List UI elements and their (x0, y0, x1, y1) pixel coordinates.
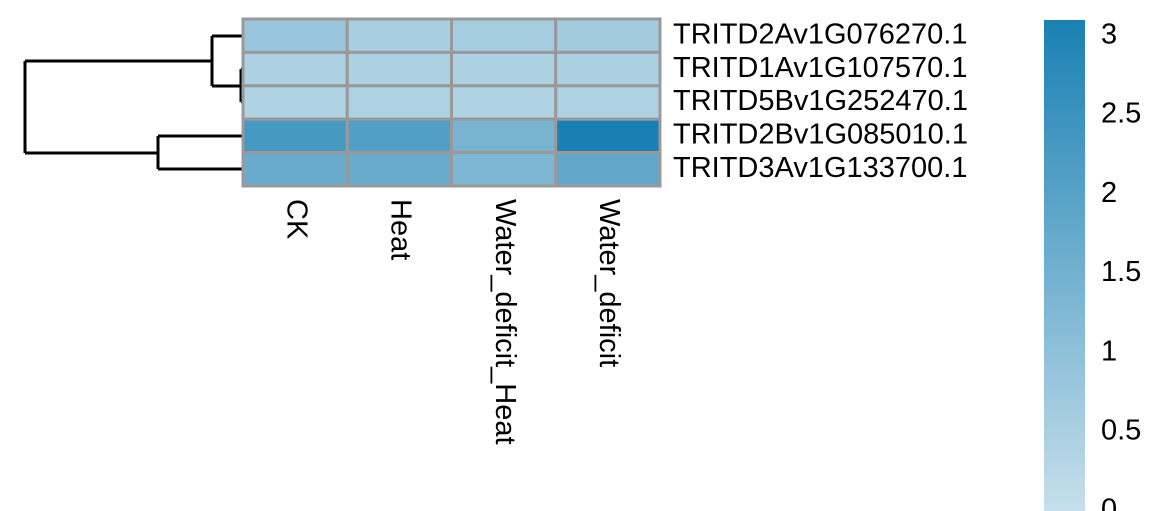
colorbar-tick-label: 2.5 (1101, 98, 1141, 130)
heatmap-cell (450, 84, 558, 121)
colorbar (1044, 20, 1085, 511)
heatmap-cell (554, 151, 662, 188)
heatmap-cell (554, 84, 662, 121)
column-label: Water_deficit (593, 199, 625, 367)
heatmap-cell (450, 50, 558, 88)
heatmap-cell (241, 50, 349, 88)
heatmap-cell (241, 84, 349, 121)
dendrogram (23, 34, 243, 171)
heatmap-cell (345, 84, 453, 121)
heatmap-cell (450, 151, 558, 188)
heatmap-cell (241, 17, 349, 54)
colorbar-tick-label: 1 (1101, 335, 1117, 367)
row-label: TRITD5Bv1G252470.1 (673, 85, 968, 117)
colorbar-tick-label: 0 (1101, 494, 1117, 511)
heatmap-cell (241, 151, 349, 188)
colorbar-tick-label: 0.5 (1101, 414, 1141, 446)
row-label: TRITD2Bv1G085010.1 (673, 119, 968, 151)
row-label: TRITD2Av1G076270.1 (673, 18, 967, 50)
heatmap-cell (345, 17, 453, 54)
heatmap-cell (345, 117, 453, 155)
colorbar-tick-label: 2 (1101, 177, 1117, 209)
heatmap-cell (345, 50, 453, 88)
heatmap-cell (450, 17, 558, 54)
row-label: TRITD1Av1G107570.1 (673, 52, 967, 84)
heatmap-cell (241, 117, 349, 155)
row-label: TRITD3Av1G133700.1 (673, 152, 967, 184)
colorbar-tick-label: 1.5 (1101, 256, 1141, 288)
column-label: Water_deficit_Heat (489, 199, 521, 445)
colorbar-tick-label: 3 (1101, 18, 1117, 50)
column-label: CK (280, 199, 312, 240)
heatmap-cell (554, 17, 662, 54)
heatmap-cell (450, 117, 558, 155)
heatmap-cell (554, 117, 662, 155)
heatmap-cell (345, 151, 453, 188)
column-label: Heat (385, 199, 417, 260)
heatmap-cell (554, 50, 662, 88)
